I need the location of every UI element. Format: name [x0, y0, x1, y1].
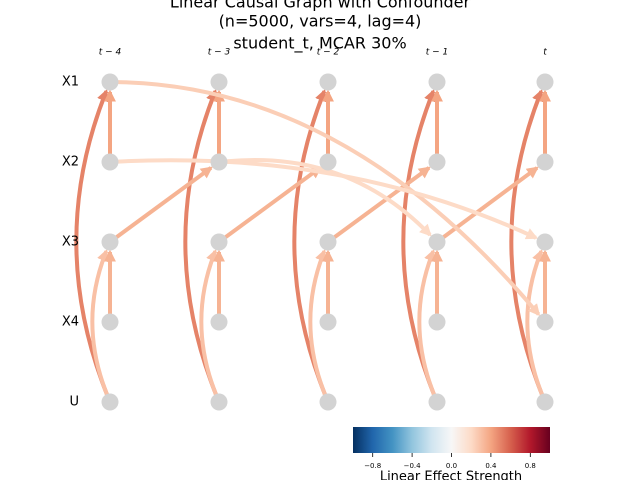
- colorbar-tick-label: −0.4: [404, 462, 422, 470]
- colorbar-tick-label: 0.4: [485, 462, 497, 470]
- edge: [226, 157, 432, 237]
- edge: [292, 89, 327, 396]
- title-line: Linear Causal Graph with Confounder: [170, 0, 471, 12]
- node: [101, 153, 119, 171]
- node: [210, 393, 228, 411]
- node: [101, 73, 119, 91]
- colorbar-tick-label: −0.8: [364, 462, 381, 470]
- column-label: t − 4: [99, 48, 122, 58]
- row-label: X3: [62, 235, 79, 250]
- edge: [183, 89, 218, 396]
- node: [536, 233, 554, 251]
- edge: [401, 89, 436, 396]
- title-line: (n=5000, vars=4, lag=4): [219, 12, 422, 31]
- edge: [117, 80, 541, 317]
- node: [319, 73, 337, 91]
- node: [536, 73, 554, 91]
- edge: [308, 249, 327, 396]
- node: [536, 393, 554, 411]
- title-line: student_t, MCAR 30%: [233, 34, 406, 54]
- node: [428, 393, 446, 411]
- node: [210, 153, 228, 171]
- node: [210, 73, 228, 91]
- row-label: X1: [62, 75, 79, 90]
- node: [428, 313, 446, 331]
- edge: [115, 166, 213, 239]
- row-label: U: [69, 395, 79, 410]
- node: [101, 313, 119, 331]
- edge: [525, 249, 544, 396]
- node: [319, 153, 337, 171]
- node: [319, 233, 337, 251]
- column-label: t − 2: [317, 48, 340, 58]
- node: [536, 153, 554, 171]
- node: [428, 233, 446, 251]
- node: [101, 393, 119, 411]
- node: [428, 73, 446, 91]
- node: [536, 313, 554, 331]
- edge: [90, 249, 109, 396]
- node: [210, 233, 228, 251]
- colorbar-tick-label: 0.0: [446, 462, 457, 470]
- node: [319, 313, 337, 331]
- edge: [199, 249, 218, 396]
- node: [101, 233, 119, 251]
- edge: [442, 166, 539, 239]
- column-label: t − 1: [426, 48, 449, 58]
- colorbar-tick-label: 0.8: [525, 462, 536, 470]
- node: [210, 313, 228, 331]
- colorbar-label: Linear Effect Strength: [380, 470, 522, 480]
- node: [319, 393, 337, 411]
- node: [428, 153, 446, 171]
- edge: [417, 249, 436, 396]
- column-label: t − 3: [208, 48, 231, 58]
- column-label: t: [543, 48, 547, 58]
- colorbar: [353, 427, 550, 453]
- edge: [74, 89, 109, 396]
- edge: [333, 166, 431, 239]
- row-label: X4: [62, 315, 79, 330]
- edge: [509, 89, 544, 396]
- edge: [224, 166, 322, 239]
- row-label: X2: [62, 155, 79, 170]
